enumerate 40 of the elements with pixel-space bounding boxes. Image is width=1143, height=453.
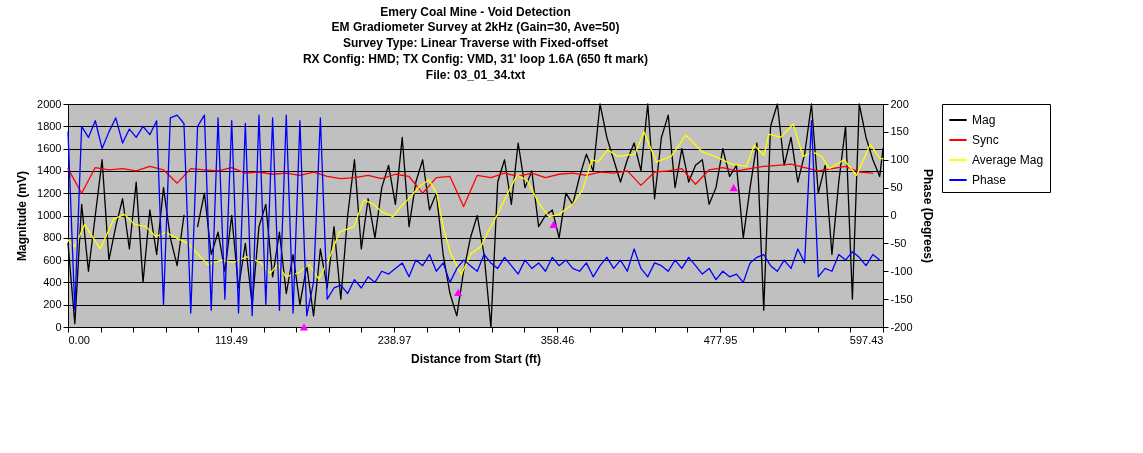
y2-tick-label: 50 bbox=[890, 181, 903, 194]
legend-label: Average Mag bbox=[972, 153, 1044, 167]
y-tick-label: 400 bbox=[43, 275, 62, 288]
x-tick-label: 597.43 bbox=[849, 333, 884, 346]
legend-label: Mag bbox=[972, 113, 996, 127]
y2-tick-label: -100 bbox=[890, 264, 913, 277]
y2-tick-label: -150 bbox=[890, 292, 913, 305]
y2-tick-label: -200 bbox=[890, 320, 913, 333]
y2-axis-title: Phase (Degrees) bbox=[920, 168, 935, 264]
y-tick-label: 2000 bbox=[37, 97, 62, 110]
x-tick-label: 0.00 bbox=[68, 333, 90, 346]
y2-tick-label: 150 bbox=[890, 125, 909, 138]
y2-tick-label: 0 bbox=[890, 209, 897, 221]
y-axis-title: Magnitude (mV) bbox=[15, 171, 30, 261]
y-tick-label: 1400 bbox=[37, 164, 62, 177]
y-tick-label: 600 bbox=[43, 253, 62, 266]
chart-subtitle: EM Gradiometer Survey at 2kHz (Gain=30, Ave=50) Survey Type: Linear Traverse with Fixed-offset RX Config: HMD; TX Config: VMD, 31' loop 1.6A (650 ft mark) File: 03_01_34.txt bbox=[302, 20, 649, 82]
x-tick-label: 477.95 bbox=[703, 333, 738, 346]
x-axis-title: Distance from Start (ft) bbox=[410, 351, 542, 366]
point bbox=[729, 184, 738, 192]
y-tick-label: 1000 bbox=[37, 209, 62, 221]
x-tick-label: 238.97 bbox=[377, 333, 412, 346]
y-tick-label: 1600 bbox=[37, 142, 62, 155]
y-tick-label: 800 bbox=[43, 231, 62, 244]
y2-tick-label: 200 bbox=[890, 97, 909, 110]
y2-tick-label: -50 bbox=[890, 236, 907, 249]
legend-label: Sync bbox=[972, 133, 999, 147]
point bbox=[299, 323, 309, 331]
y-tick-label: 200 bbox=[43, 298, 62, 311]
y-tick-label: 1200 bbox=[37, 186, 62, 199]
y-tick-label: 1800 bbox=[37, 119, 62, 132]
y-tick-label: 0 bbox=[55, 320, 62, 333]
point bbox=[453, 288, 463, 297]
chart-title: Emery Coal Mine - Void Detection bbox=[380, 5, 571, 19]
y2-tick-label: 100 bbox=[890, 153, 909, 166]
x-tick-label: 119.49 bbox=[215, 333, 248, 346]
line-series bbox=[67, 163, 874, 208]
legend-label: Phase bbox=[972, 173, 1007, 187]
point bbox=[549, 220, 558, 229]
x-tick-label: 358.46 bbox=[540, 333, 575, 346]
